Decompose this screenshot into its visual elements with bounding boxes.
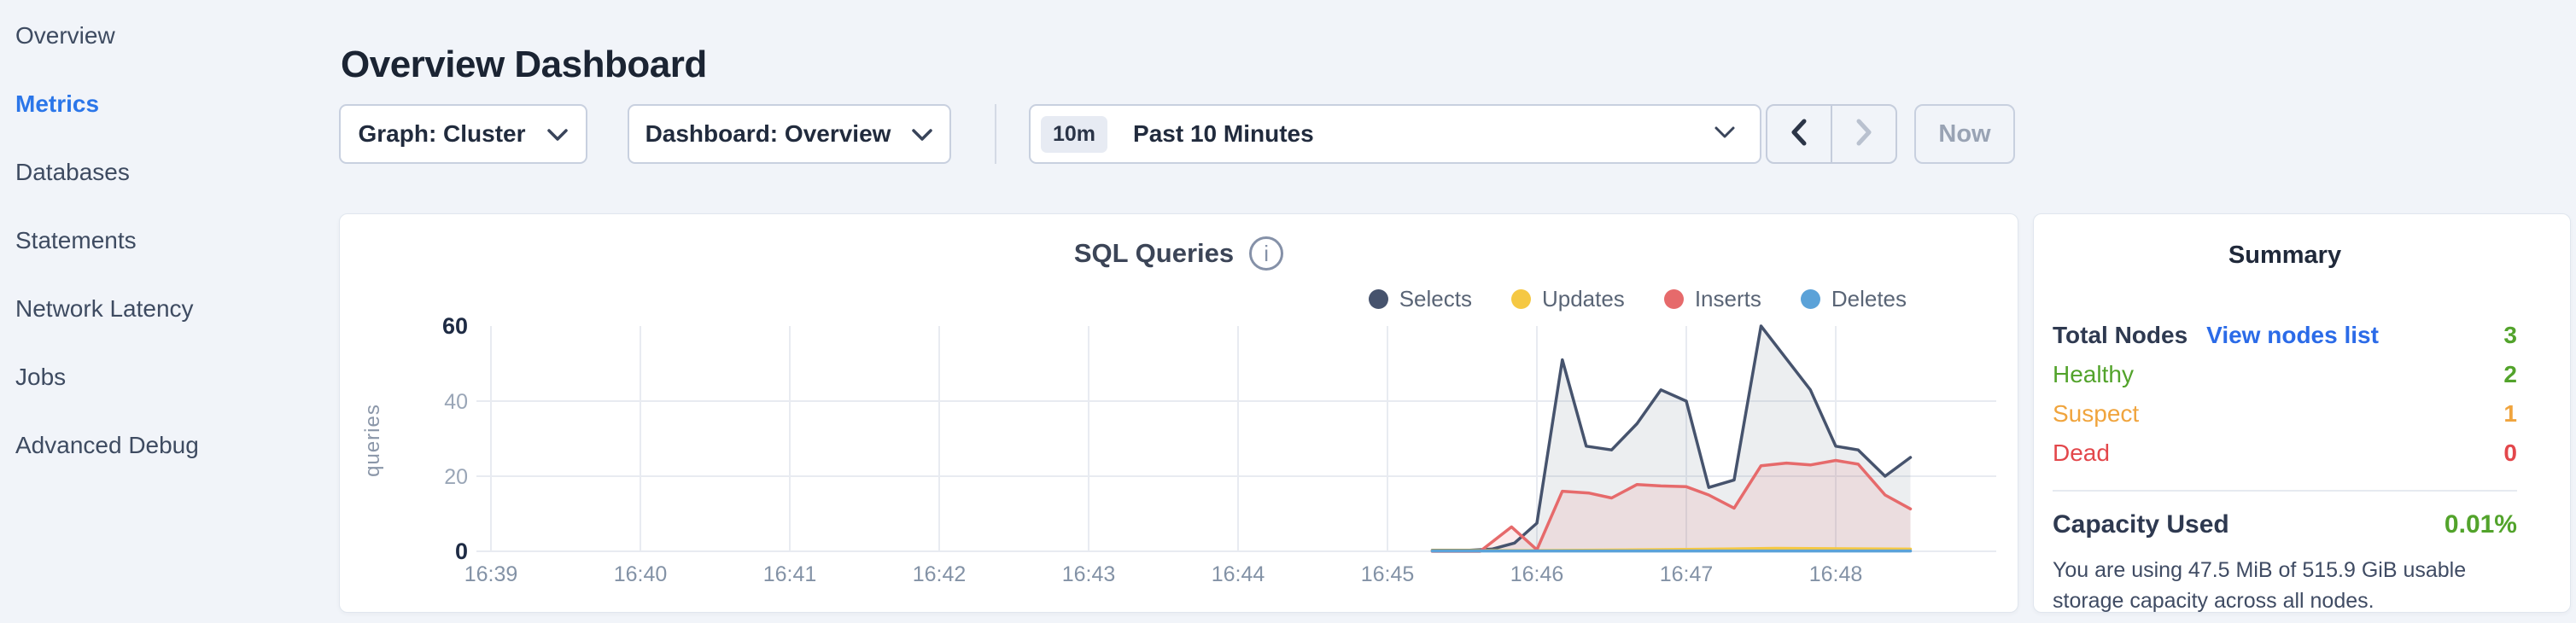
sidebar-item-statements[interactable]: Statements xyxy=(15,227,137,253)
time-range-dropdown[interactable]: 10m Past 10 Minutes xyxy=(1029,104,1761,164)
svg-text:60: 60 xyxy=(442,313,468,339)
next-time-button[interactable] xyxy=(1831,106,1895,162)
node-status-rows: Total Nodes View nodes list 3 Healthy 2 Suspe… xyxy=(2053,316,2517,473)
legend-dot-deletes xyxy=(1800,289,1820,309)
svg-text:16:40: 16:40 xyxy=(614,562,668,586)
time-range-badge: 10m xyxy=(1041,115,1108,153)
summary-row-value: 2 xyxy=(2503,361,2517,387)
dashboard-dropdown-label: Dashboard: Overview xyxy=(645,120,891,147)
svg-text:20: 20 xyxy=(444,465,468,489)
page-title: Overview Dashboard xyxy=(341,44,707,86)
summary-row-label: Suspect xyxy=(2053,400,2140,427)
chart-legend: Selects Updates Inserts Deletes xyxy=(1368,286,1907,312)
chevron-down-icon xyxy=(911,120,933,148)
time-range-label: Past 10 Minutes xyxy=(1133,120,1314,147)
svg-text:16:47: 16:47 xyxy=(1660,562,1714,586)
legend-item-selects[interactable]: Selects xyxy=(1368,286,1472,312)
chevron-left-icon xyxy=(1787,117,1811,152)
info-icon[interactable]: i xyxy=(1249,236,1284,271)
summary-row-dead: Dead 0 xyxy=(2053,434,2517,473)
sidebar-item-network-latency[interactable]: Network Latency xyxy=(15,295,194,322)
capacity-description: You are using 47.5 MiB of 515.9 GiB usab… xyxy=(2053,558,2467,613)
chevron-down-icon xyxy=(1714,125,1736,143)
time-pager xyxy=(1766,104,1897,164)
svg-text:0: 0 xyxy=(455,539,468,564)
sql-queries-chart[interactable]: 16:39 16:40 16:41 16:42 16:43 16:44 16:45 16:46… xyxy=(340,312,2018,611)
chevron-down-icon xyxy=(546,120,569,148)
now-button[interactable]: Now xyxy=(1914,104,2015,164)
summary-title: Summary xyxy=(2228,242,2342,269)
svg-text:16:43: 16:43 xyxy=(1062,562,1116,586)
legend-item-inserts[interactable]: Inserts xyxy=(1663,286,1761,312)
capacity-value: 0.01% xyxy=(2444,510,2517,539)
svg-text:16:41: 16:41 xyxy=(763,562,817,586)
svg-text:16:45: 16:45 xyxy=(1361,562,1415,586)
summary-divider xyxy=(2053,490,2517,492)
legend-dot-inserts xyxy=(1663,289,1684,309)
summary-row-suspect: Suspect 1 xyxy=(2053,394,2517,434)
summary-row-label: Healthy xyxy=(2053,361,2134,387)
capacity-label: Capacity Used xyxy=(2053,510,2229,539)
svg-text:40: 40 xyxy=(444,390,468,414)
svg-text:16:44: 16:44 xyxy=(1212,562,1265,586)
svg-text:16:39: 16:39 xyxy=(464,562,518,586)
sidebar-item-advanced-debug[interactable]: Advanced Debug xyxy=(15,432,199,458)
graph-scope-dropdown-label: Graph: Cluster xyxy=(358,120,526,147)
sidebar-item-databases[interactable]: Databases xyxy=(15,159,130,185)
graph-scope-dropdown[interactable]: Graph: Cluster xyxy=(339,104,587,164)
summary-row-label: Total Nodes xyxy=(2053,322,2188,348)
legend-item-updates[interactable]: Updates xyxy=(1510,286,1625,312)
legend-label: Selects xyxy=(1399,286,1472,312)
svg-text:16:46: 16:46 xyxy=(1510,562,1564,586)
capacity-row: Capacity Used 0.01% xyxy=(2053,510,2517,539)
summary-row-total-nodes: Total Nodes View nodes list 3 xyxy=(2053,316,2517,355)
svg-text:queries: queries xyxy=(361,404,384,477)
legend-dot-updates xyxy=(1510,289,1531,309)
svg-text:16:48: 16:48 xyxy=(1809,562,1863,586)
chart-title-row: SQL Queries i xyxy=(340,236,2018,271)
summary-row-label: Dead xyxy=(2053,440,2110,466)
legend-label: Deletes xyxy=(1831,286,1907,312)
main-content: Overview Dashboard Graph: Cluster Dashbo… xyxy=(339,0,2576,623)
sql-queries-chart-panel: SQL Queries i Selects Updates Inserts Delet… xyxy=(339,213,2018,613)
summary-row-value: 1 xyxy=(2503,400,2517,427)
sidebar-item-metrics[interactable]: Metrics xyxy=(15,90,100,117)
summary-panel: Summary Total Nodes View nodes list 3 Healt… xyxy=(2033,213,2571,613)
legend-item-deletes[interactable]: Deletes xyxy=(1800,286,1907,312)
chevron-right-icon xyxy=(1852,117,1876,152)
summary-row-value: 0 xyxy=(2503,440,2517,466)
summary-row-value: 3 xyxy=(2503,322,2517,348)
legend-label: Updates xyxy=(1541,286,1625,312)
sidebar-item-overview[interactable]: Overview xyxy=(15,22,115,49)
sidebar: Overview Metrics Databases Statements Networ… xyxy=(0,0,339,623)
controls-bar: Graph: Cluster Dashboard: Overview 10m P… xyxy=(339,104,2576,164)
controls-divider xyxy=(995,104,996,164)
legend-label: Inserts xyxy=(1694,286,1761,312)
chart-title: SQL Queries xyxy=(1073,238,1235,268)
prev-time-button[interactable] xyxy=(1767,106,1831,162)
dashboard-dropdown[interactable]: Dashboard: Overview xyxy=(628,104,951,164)
view-nodes-list-link[interactable]: View nodes list xyxy=(2206,322,2379,348)
legend-dot-selects xyxy=(1368,289,1388,309)
summary-row-healthy: Healthy 2 xyxy=(2053,355,2517,394)
sidebar-item-jobs[interactable]: Jobs xyxy=(15,364,67,390)
svg-text:16:42: 16:42 xyxy=(913,562,967,586)
